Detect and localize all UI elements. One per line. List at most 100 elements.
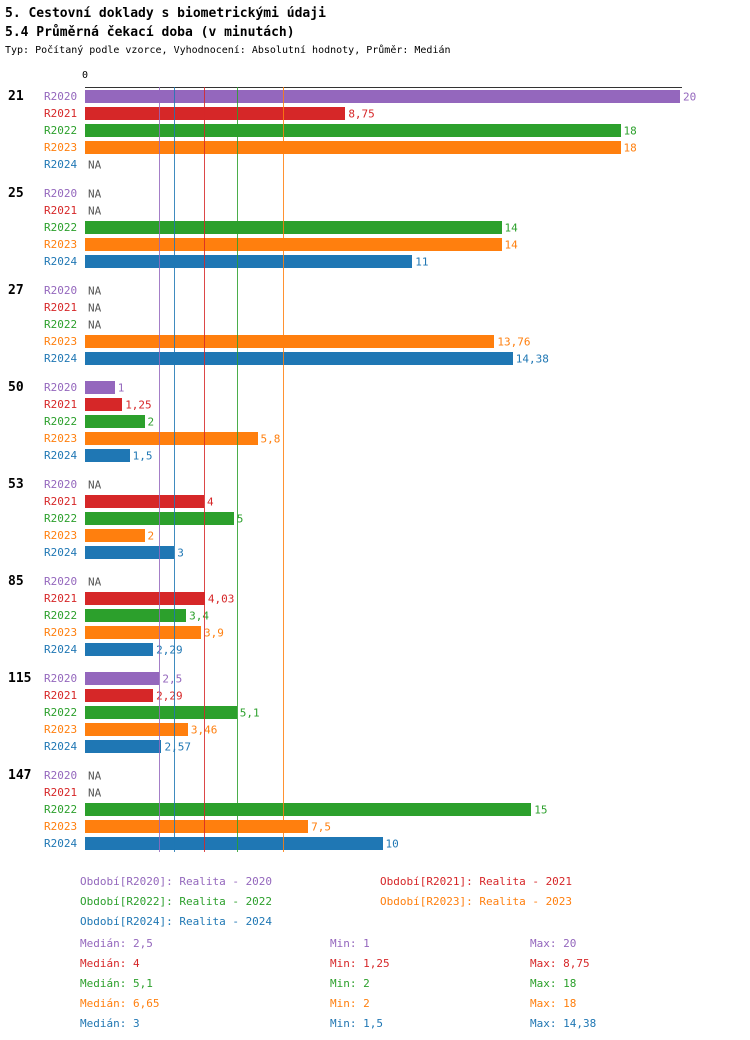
bar xyxy=(85,626,202,639)
bar-track: 2,5 xyxy=(85,672,750,685)
bar-value-label: 2,29 xyxy=(156,643,183,656)
bar-row: R2021 1,25 xyxy=(0,396,750,413)
category-label: 115 xyxy=(8,671,32,686)
bar-track: 18 xyxy=(85,141,750,154)
bar-track: 10 xyxy=(85,837,750,850)
series-label: R2021 xyxy=(44,689,78,702)
bar xyxy=(85,335,495,348)
stats-row-r2020: Medián: 2,5 Min: 1 Max: 20 xyxy=(80,934,596,954)
bar-track: NA xyxy=(85,478,750,491)
na-label: NA xyxy=(88,786,102,799)
bar-track: 20 xyxy=(85,90,750,103)
stat-max: Max: 8,75 xyxy=(530,957,590,970)
category-label: 53 xyxy=(8,477,24,492)
category-label: 21 xyxy=(8,89,24,104)
stat-max: Max: 18 xyxy=(530,997,577,1010)
bar-row: 25 R2020 NA xyxy=(0,185,750,202)
bar xyxy=(85,90,680,103)
bar-row: R2021 NA xyxy=(0,202,750,219)
bar-group: 147 R2020 NA R2021 NA R2022 15 R2023 7,5 R2024 10 xyxy=(0,767,750,852)
series-label: R2023 xyxy=(44,432,78,445)
bar-track: NA xyxy=(85,318,750,331)
na-label: NA xyxy=(88,769,102,782)
bar-value-label: 14 xyxy=(504,221,518,234)
category-label: 147 xyxy=(8,768,32,783)
series-label: R2023 xyxy=(44,529,78,542)
bar-track: NA xyxy=(85,204,750,217)
bar-track: 14,38 xyxy=(85,352,750,365)
bar-row: R2023 3,9 xyxy=(0,624,750,641)
bar-track: 8,75 xyxy=(85,107,750,120)
category-label: 25 xyxy=(8,186,24,201)
bar-group: 25 R2020 NA R2021 NA R2022 14 R2023 14 R2024 11 xyxy=(0,185,750,270)
bar-value-label: 13,76 xyxy=(497,335,531,348)
bar xyxy=(85,107,346,120)
bar xyxy=(85,592,205,605)
bar-row: 85 R2020 NA xyxy=(0,573,750,590)
series-label: R2022 xyxy=(44,706,78,719)
bar-row: R2021 NA xyxy=(0,784,750,801)
series-label: R2020 xyxy=(44,478,78,491)
bar-row: R2023 2 xyxy=(0,527,750,544)
bar-row: R2023 18 xyxy=(0,139,750,156)
series-label: R2020 xyxy=(44,284,78,297)
series-label: R2022 xyxy=(44,415,78,428)
series-label: R2023 xyxy=(44,238,78,251)
x-axis-line xyxy=(85,87,682,88)
bar-track: NA xyxy=(85,575,750,588)
stat-median: Medián: 3 xyxy=(80,1017,140,1030)
bar-row: R2024 2,29 xyxy=(0,641,750,658)
bar-value-label: 7,5 xyxy=(311,820,331,833)
bar xyxy=(85,837,383,850)
na-label: NA xyxy=(88,284,102,297)
bar-track: 13,76 xyxy=(85,335,750,348)
series-label: R2024 xyxy=(44,837,78,850)
bar-value-label: 3 xyxy=(177,546,184,559)
series-label: R2021 xyxy=(44,398,78,411)
bar-track: 7,5 xyxy=(85,820,750,833)
bar-value-label: 1,25 xyxy=(125,398,152,411)
bar-value-label: 2,5 xyxy=(162,672,183,685)
bar-row: R2022 14 xyxy=(0,219,750,236)
bar-value-label: 14 xyxy=(504,238,518,251)
series-label: R2021 xyxy=(44,786,78,799)
bar-value-label: 11 xyxy=(415,255,429,268)
bar-value-label: 5,8 xyxy=(260,432,281,445)
bar-row: R2023 13,76 xyxy=(0,333,750,350)
na-label: NA xyxy=(88,318,102,331)
bar-value-label: 2,57 xyxy=(164,740,191,753)
series-label: R2020 xyxy=(44,187,78,200)
bar-track: 3,9 xyxy=(85,626,750,639)
bar-row: R2022 5 xyxy=(0,510,750,527)
bar-value-label: 3,4 xyxy=(189,609,210,622)
category-label: 50 xyxy=(8,380,24,395)
stats-row-r2021: Medián: 4 Min: 1,25 Max: 8,75 xyxy=(80,954,596,974)
bar-track: 2,57 xyxy=(85,740,750,753)
na-label: NA xyxy=(88,575,102,588)
bar xyxy=(85,221,502,234)
legend: Období[R2020]: Realita - 2020 Období[R202… xyxy=(80,872,680,932)
series-label: R2022 xyxy=(44,609,78,622)
bar-value-label: 18 xyxy=(623,141,637,154)
bar-group: 53 R2020 NA R2021 4 R2022 5 R2023 2 R2024 3 xyxy=(0,476,750,561)
bar xyxy=(85,398,123,411)
bar-value-label: 2,29 xyxy=(156,689,183,702)
bar xyxy=(85,432,258,445)
bar-track: NA xyxy=(85,769,750,782)
bar xyxy=(85,381,115,394)
stat-max: Max: 18 xyxy=(530,977,577,990)
bar-value-label: 2 xyxy=(147,415,155,428)
bar-row: R2023 5,8 xyxy=(0,430,750,447)
bar-value-label: 8,75 xyxy=(348,107,375,120)
legend-item-r2024: Období[R2024]: Realita - 2024 xyxy=(80,915,273,928)
bar xyxy=(85,546,175,559)
series-label: R2022 xyxy=(44,221,78,234)
bar-track: NA xyxy=(85,786,750,799)
bar-value-label: 3,9 xyxy=(204,626,224,639)
bar-value-label: 20 xyxy=(683,90,697,103)
x-axis-zero-label: 0 xyxy=(81,70,89,81)
bar-row: R2023 3,46 xyxy=(0,721,750,738)
stat-min: Min: 1,25 xyxy=(330,957,390,970)
series-label: R2020 xyxy=(44,575,78,588)
stats-row-r2024: Medián: 3 Min: 1,5 Max: 14,38 xyxy=(80,1014,596,1034)
